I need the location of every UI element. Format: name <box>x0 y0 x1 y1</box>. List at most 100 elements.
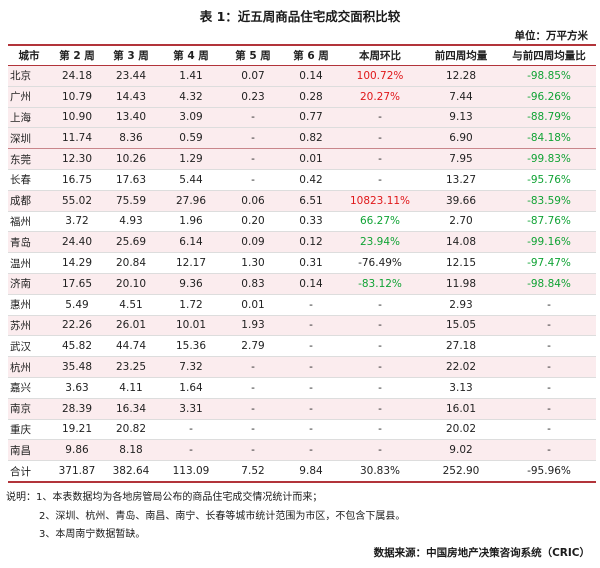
total-label: 合计 <box>8 460 50 483</box>
week3-cell: 13.40 <box>104 107 158 129</box>
week5-cell: - <box>224 419 282 441</box>
vs-avg-cell: - <box>502 294 596 316</box>
city-cell: 重庆 <box>8 419 50 441</box>
week3-cell: 14.43 <box>104 86 158 108</box>
city-cell: 济南 <box>8 273 50 295</box>
avg4-cell: 2.93 <box>420 294 502 316</box>
wow-cell: 20.27% <box>340 86 420 108</box>
vs-avg-cell: -98.84% <box>502 273 596 295</box>
week4-cell: 1.41 <box>158 65 224 87</box>
week2-cell: 14.29 <box>50 252 104 274</box>
week5-cell: 0.09 <box>224 231 282 254</box>
data-table: 城市 第 2 周 第 3 周 第 4 周 第 5 周 第 6 周 本周环比 前四… <box>8 44 596 483</box>
wow-cell: - <box>340 398 420 420</box>
vs-avg-cell: -87.76% <box>502 211 596 233</box>
avg4-cell: 27.18 <box>420 335 502 358</box>
header-week6: 第 6 周 <box>282 44 340 66</box>
table-row: 嘉兴 3.63 4.11 1.64- - -3.13- <box>8 377 596 399</box>
header-week2: 第 2 周 <box>50 44 104 66</box>
week4-cell: 4.32 <box>158 86 224 108</box>
wow-cell: - <box>340 315 420 337</box>
total-w6: 9.84 <box>282 460 340 483</box>
week6-cell: - <box>282 356 340 378</box>
week4-cell: 3.31 <box>158 398 224 420</box>
wow-cell: - <box>340 439 420 462</box>
wow-cell: 23.94% <box>340 231 420 254</box>
city-cell: 上海 <box>8 107 50 129</box>
city-cell: 惠州 <box>8 294 50 316</box>
table-row: 温州 14.29 20.84 12.17 1.30 0.31 -76.49% 12.15 -97… <box>8 252 596 274</box>
avg4-cell: 2.70 <box>420 211 502 233</box>
total-w5: 7.52 <box>224 460 282 483</box>
week5-cell: - <box>224 169 282 191</box>
data-source: 数据来源：中国房地产决策咨询系统（CRIC） <box>373 547 590 559</box>
city-cell: 北京 <box>8 65 50 87</box>
table-row: 成都 55.02 75.59 27.96 0.06 6.51 10823.11% 39.66-… <box>8 190 596 212</box>
wow-cell: - <box>340 169 420 191</box>
week6-cell: - <box>282 398 340 420</box>
avg4-cell: 20.02 <box>420 419 502 441</box>
week2-cell: 22.26 <box>50 315 104 337</box>
week3-cell: 44.74 <box>104 335 158 358</box>
table-row: 广州 10.79 14.43 4.32 0.23 0.28 20.27% 7.44 -96.26… <box>8 86 596 108</box>
note-3: 3、本周南宁数据暂缺。 <box>39 529 146 540</box>
avg4-cell: 15.05 <box>420 315 502 337</box>
city-cell: 广州 <box>8 86 50 108</box>
week2-cell: 45.82 <box>50 335 104 358</box>
table-row: 武汉 45.82 44.74 15.36 2.79- -27.18- <box>8 335 596 358</box>
week2-cell: 9.86 <box>50 439 104 462</box>
week2-cell: 16.75 <box>50 169 104 191</box>
table-row: 东莞 12.30 10.26 1.29-0.01-7.95 -99.83% <box>8 148 596 170</box>
week4-cell: 6.14 <box>158 231 224 254</box>
avg4-cell: 22.02 <box>420 356 502 378</box>
vs-avg-cell: - <box>502 419 596 441</box>
week5-cell: 0.07 <box>224 65 282 87</box>
week3-cell: 20.84 <box>104 252 158 274</box>
total-w4: 113.09 <box>158 460 224 483</box>
week4-cell: 12.17 <box>158 252 224 274</box>
week6-cell: 0.14 <box>282 65 340 87</box>
week6-cell: 0.82 <box>282 127 340 150</box>
week2-cell: 55.02 <box>50 190 104 212</box>
week4-cell: 1.29 <box>158 148 224 170</box>
vs-avg-cell: - <box>502 398 596 420</box>
week6-cell: - <box>282 419 340 441</box>
note-1: 说明：1、本表数据均为各地房管局公布的商品住宅成交情况统计而来； <box>6 492 323 503</box>
week6-cell: 0.01 <box>282 148 340 170</box>
city-cell: 长春 <box>8 169 50 191</box>
avg4-cell: 16.01 <box>420 398 502 420</box>
avg4-cell: 12.15 <box>420 252 502 274</box>
total-avg4: 252.90 <box>420 460 502 483</box>
vs-avg-cell: -97.47% <box>502 252 596 274</box>
week4-cell: 10.01 <box>158 315 224 337</box>
total-w2: 371.87 <box>50 460 104 483</box>
vs-avg-cell: -99.83% <box>502 148 596 170</box>
table-row: 长春 16.75 17.63 5.44-0.42-13.27 -95.76% <box>8 169 596 191</box>
wow-cell: - <box>340 294 420 316</box>
week6-cell: 6.51 <box>282 190 340 212</box>
week4-cell: 0.59 <box>158 127 224 150</box>
week2-cell: 10.79 <box>50 86 104 108</box>
week5-cell: 0.23 <box>224 86 282 108</box>
week5-cell: - <box>224 377 282 399</box>
vs-avg-cell: - <box>502 335 596 358</box>
wow-cell: -76.49% <box>340 252 420 274</box>
avg4-cell: 14.08 <box>420 231 502 254</box>
table-row: 惠州 5.49 4.51 1.72 0.01- -2.93- <box>8 294 596 316</box>
wow-cell: 100.72% <box>340 65 420 87</box>
week5-cell: 0.06 <box>224 190 282 212</box>
city-cell: 武汉 <box>8 335 50 358</box>
week6-cell: 0.28 <box>282 86 340 108</box>
avg4-cell: 9.13 <box>420 107 502 129</box>
week6-cell: 0.14 <box>282 273 340 295</box>
week4-cell: 3.09 <box>158 107 224 129</box>
week2-cell: 12.30 <box>50 148 104 170</box>
city-cell: 福州 <box>8 211 50 233</box>
week5-cell: 0.20 <box>224 211 282 233</box>
week4-cell: 1.72 <box>158 294 224 316</box>
header-row: 城市 第 2 周 第 3 周 第 4 周 第 5 周 第 6 周 本周环比 前四… <box>8 44 596 66</box>
week6-cell: - <box>282 335 340 358</box>
week5-cell: 2.79 <box>224 335 282 358</box>
table-row: 杭州 35.48 23.25 7.32- - -22.02- <box>8 356 596 378</box>
table-title: 表 1：近五周商品住宅成交面积比较 <box>199 9 401 24</box>
